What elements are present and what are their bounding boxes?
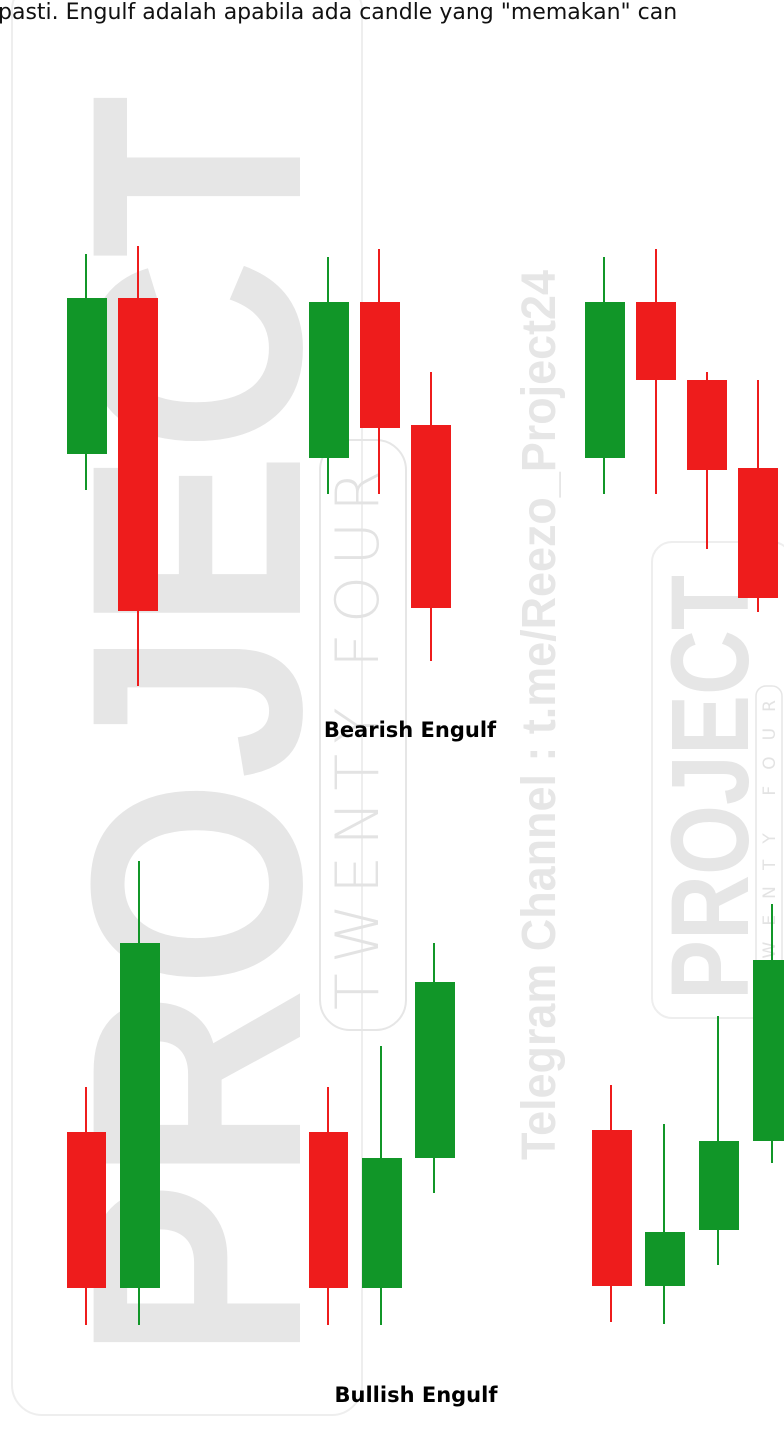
watermark-frame [11,0,363,1416]
header-text: pasti. Engulf adalah apabila ada candle … [0,0,677,25]
bearish-label: Bearish Engulf [324,718,497,742]
watermark-tagline: TWENTY FOUR [323,470,393,1010]
watermark-logo-brand: PROJECT [649,575,772,1000]
watermark-channel: Telegram Channel : t.me/Reezo_Project24 [513,270,566,1160]
watermark-logo-frame [651,541,784,1019]
bullish-candles [67,861,784,1325]
bullish-label: Bullish Engulf [335,1383,499,1407]
bearish-candles [67,246,778,686]
watermark-tag-frame [319,439,407,1031]
